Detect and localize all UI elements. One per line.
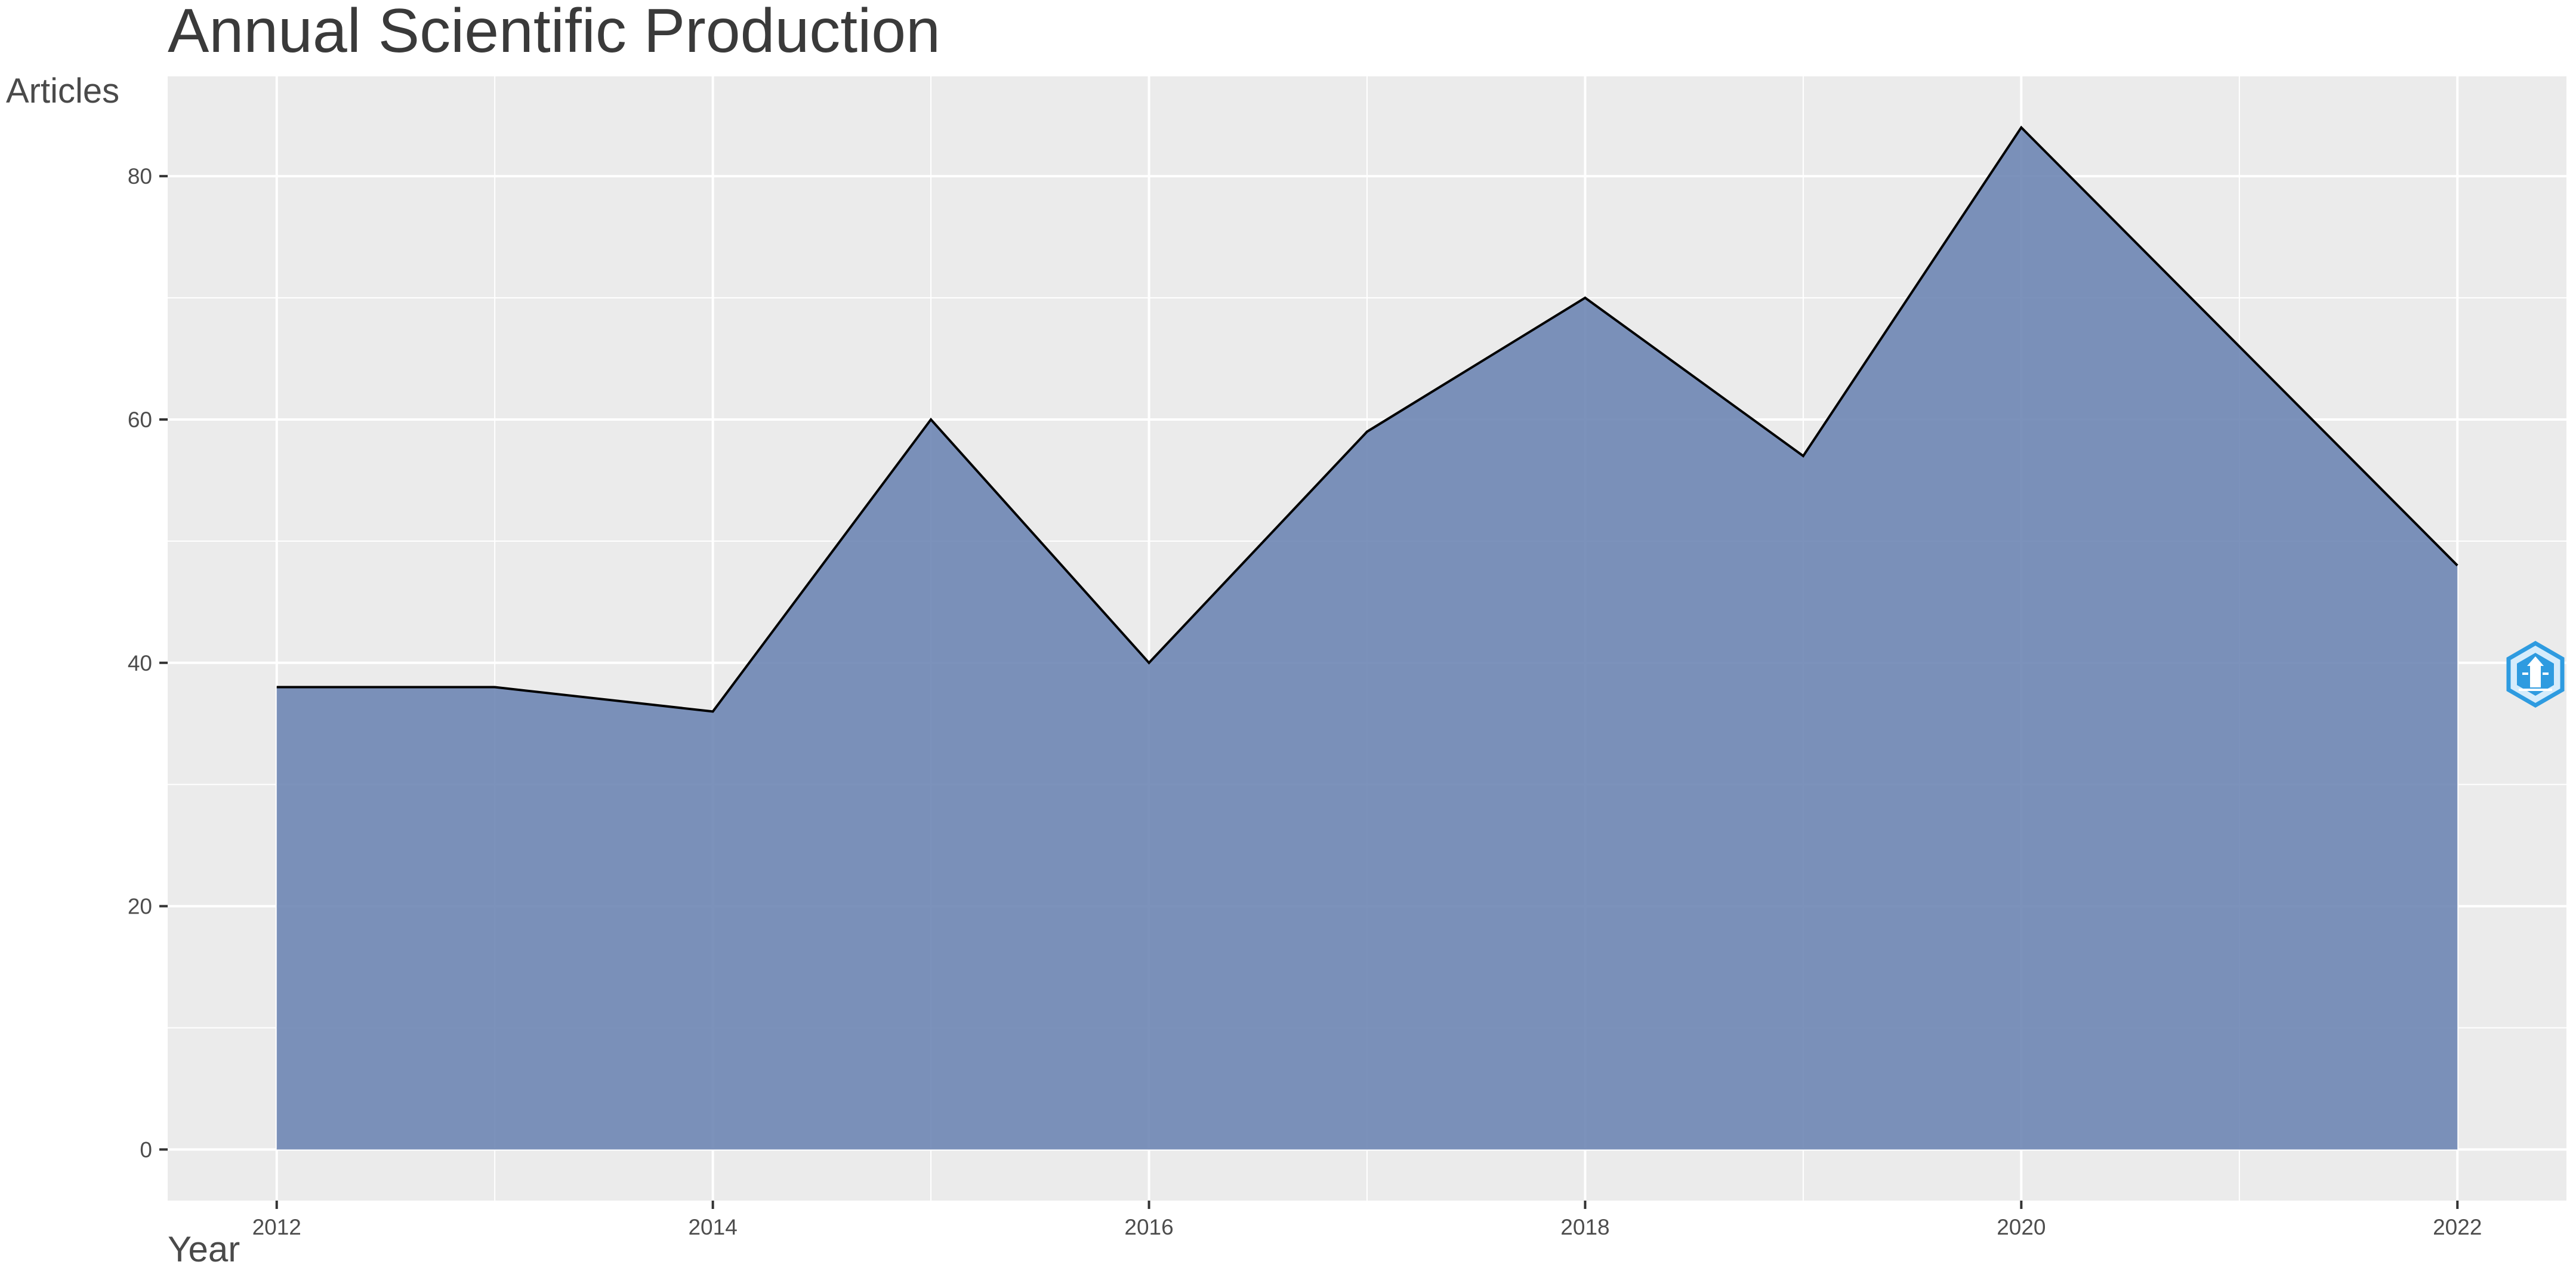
y-tick-label: 20 — [128, 894, 152, 919]
chart-title: Annual Scientific Production — [168, 0, 940, 66]
area-fill — [276, 127, 2458, 1150]
y-axis-ticks: 0 20 40 60 80 — [128, 164, 168, 1162]
area-outline — [276, 125, 2458, 713]
x-tick-label: 2016 — [1124, 1215, 1173, 1239]
y-tick-label: 0 — [140, 1137, 152, 1162]
x-tick-label: 2020 — [1997, 1215, 2046, 1239]
y-tick-label: 60 — [128, 408, 152, 432]
x-tick-label: 2014 — [688, 1215, 737, 1239]
lighthouse-hexagon-icon — [2506, 640, 2565, 708]
y-tick-label: 40 — [128, 651, 152, 675]
x-tick-label: 2022 — [2433, 1215, 2482, 1239]
x-axis-ticks: 2012 2014 2016 2018 2020 2022 — [252, 1201, 2482, 1239]
x-tick-label: 2012 — [252, 1215, 301, 1239]
x-tick-label: 2018 — [1560, 1215, 1609, 1239]
x-axis-title: Year — [168, 1229, 240, 1269]
y-tick-label: 80 — [128, 164, 152, 189]
y-axis-title: Articles — [6, 72, 120, 110]
